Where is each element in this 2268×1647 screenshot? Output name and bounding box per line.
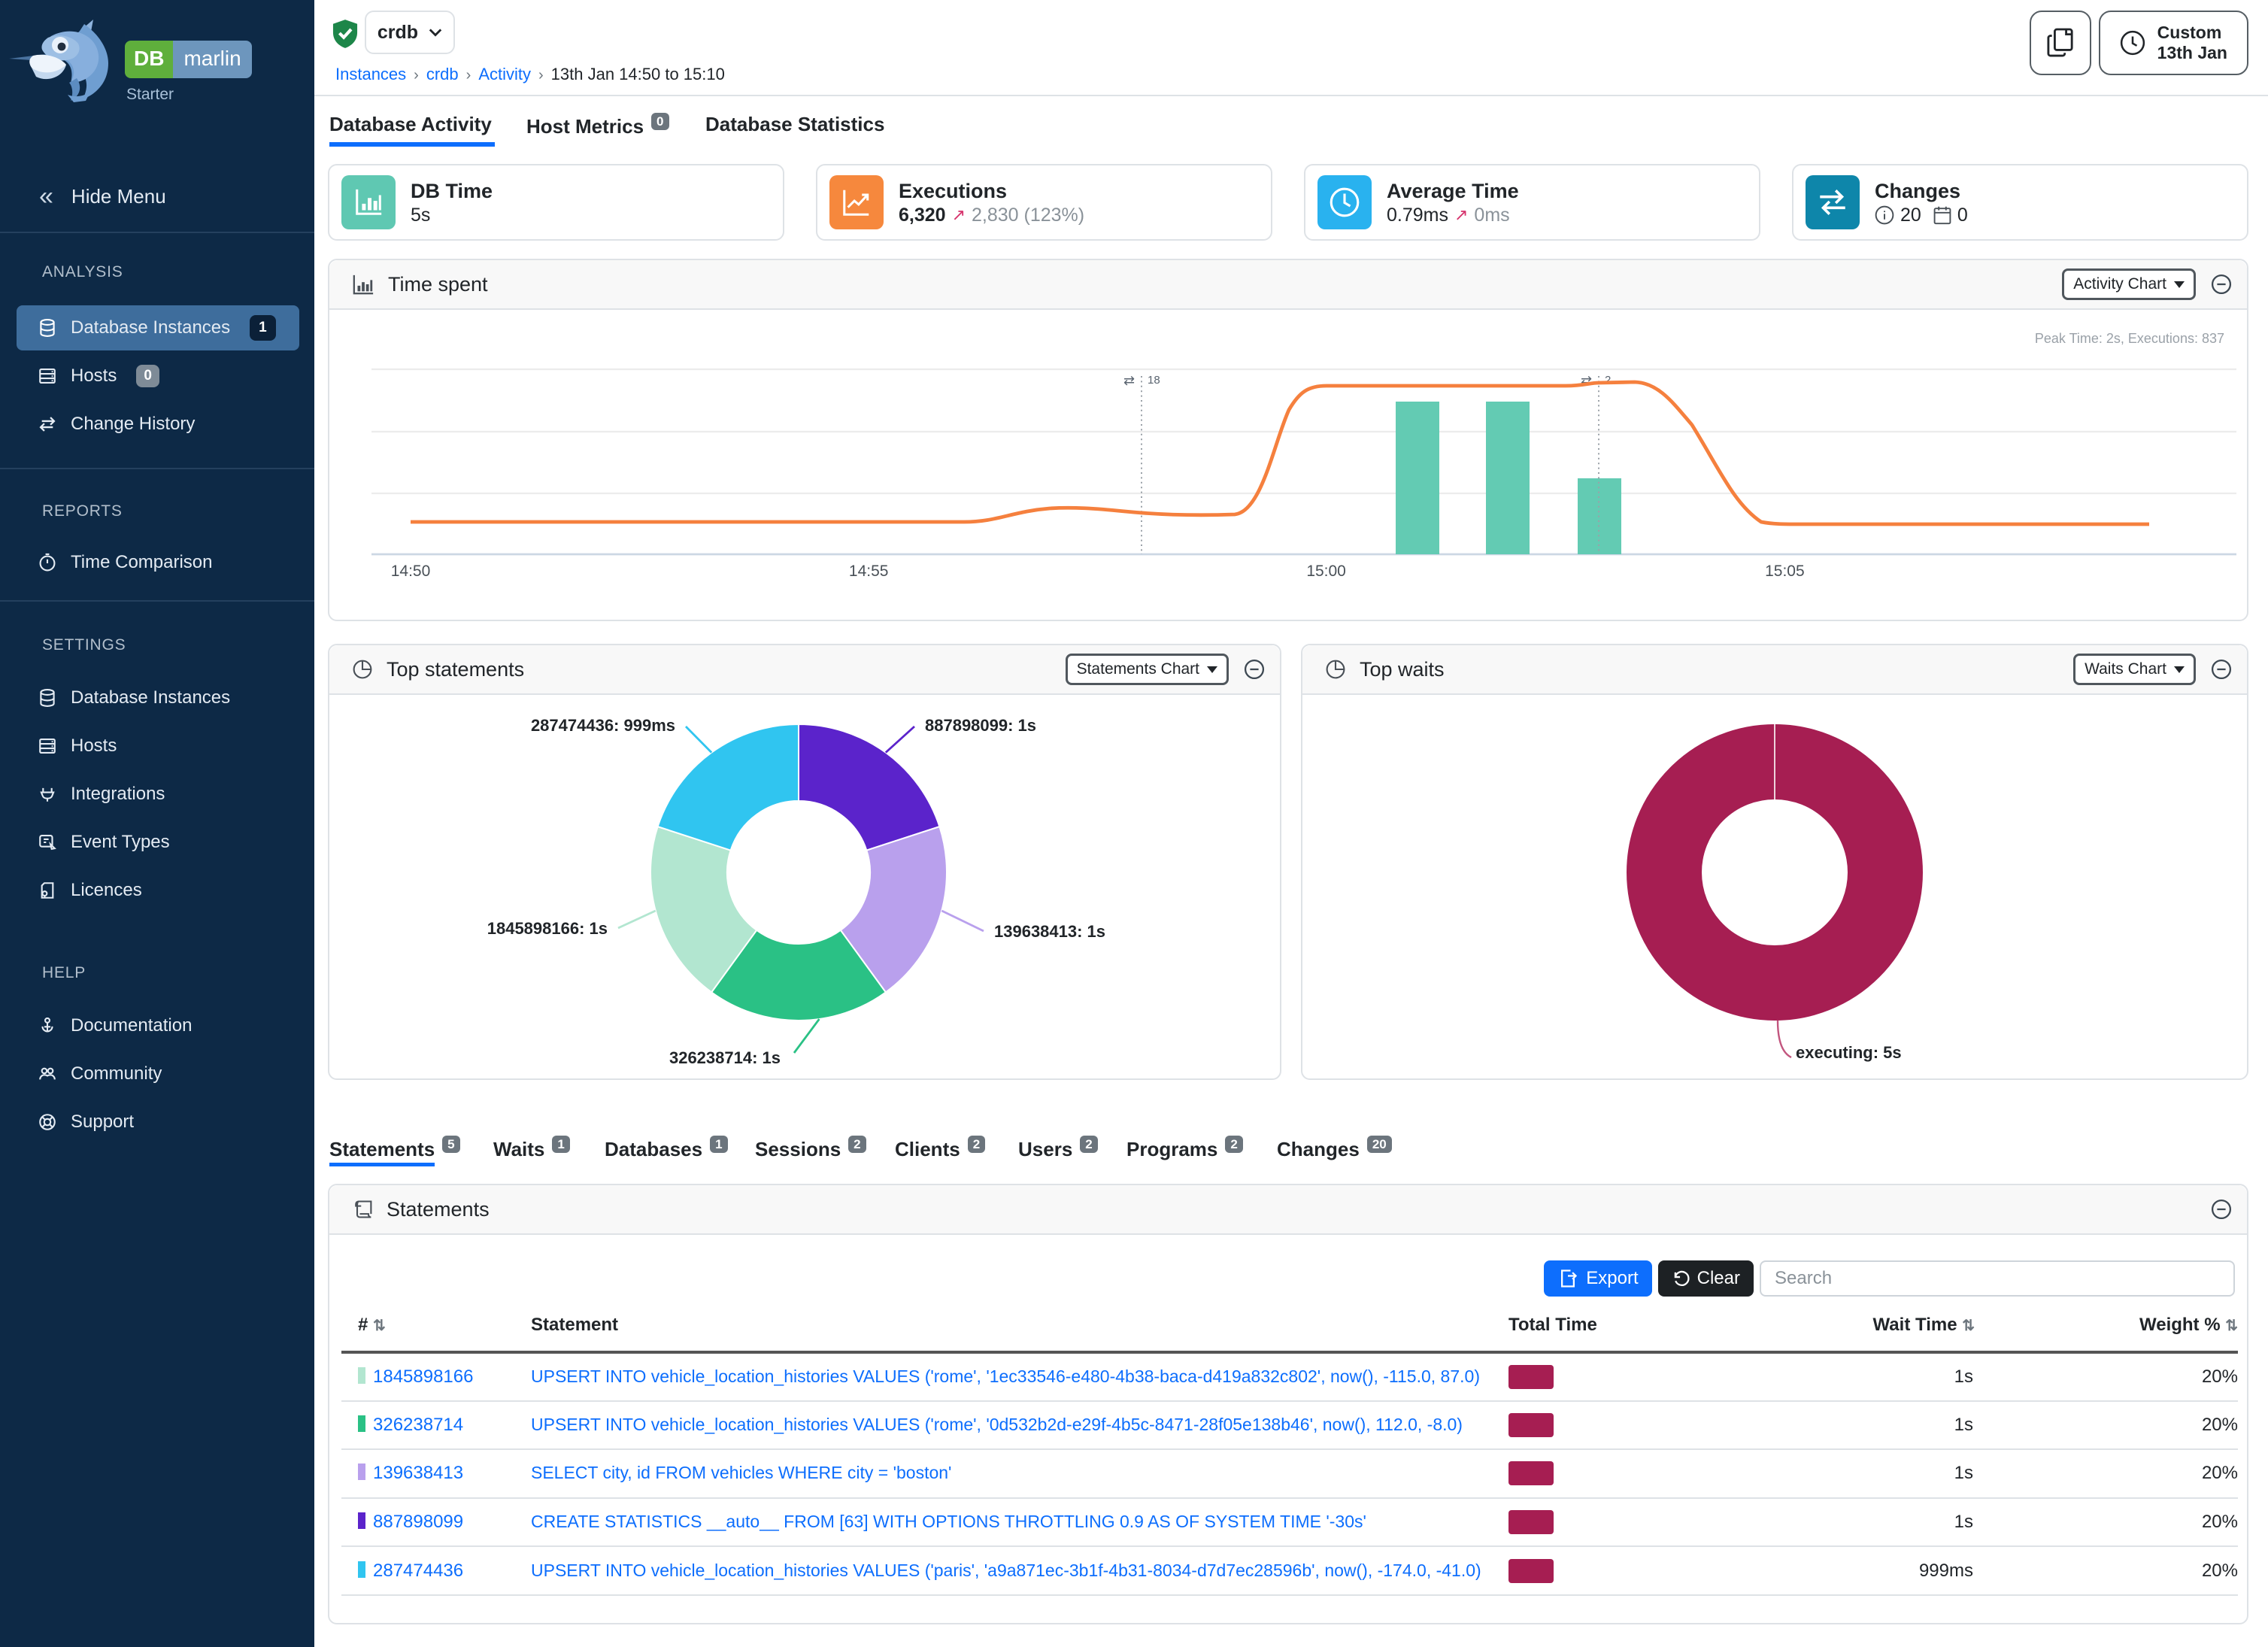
svg-text:15:00: 15:00	[1306, 563, 1346, 580]
svg-text:15:05: 15:05	[1765, 563, 1805, 580]
svg-text:Peak Time: 2s, Executions: 837: Peak Time: 2s, Executions: 837	[2035, 331, 2224, 346]
svg-text:18: 18	[1148, 374, 1160, 387]
svg-text:14:50: 14:50	[391, 563, 431, 580]
svg-text:326238714: 1s: 326238714: 1s	[669, 1048, 781, 1067]
svg-text:executing: 5s: executing: 5s	[1796, 1043, 1902, 1062]
svg-text:1845898166: 1s: 1845898166: 1s	[487, 919, 608, 938]
svg-text:14:55: 14:55	[849, 563, 889, 580]
svg-text:139638413: 1s: 139638413: 1s	[994, 922, 1105, 941]
svg-text:887898099: 1s: 887898099: 1s	[925, 716, 1036, 735]
svg-text:2: 2	[1605, 374, 1611, 387]
svg-text:287474436: 999ms: 287474436: 999ms	[531, 716, 675, 735]
svg-text:⇄: ⇄	[1123, 373, 1135, 388]
